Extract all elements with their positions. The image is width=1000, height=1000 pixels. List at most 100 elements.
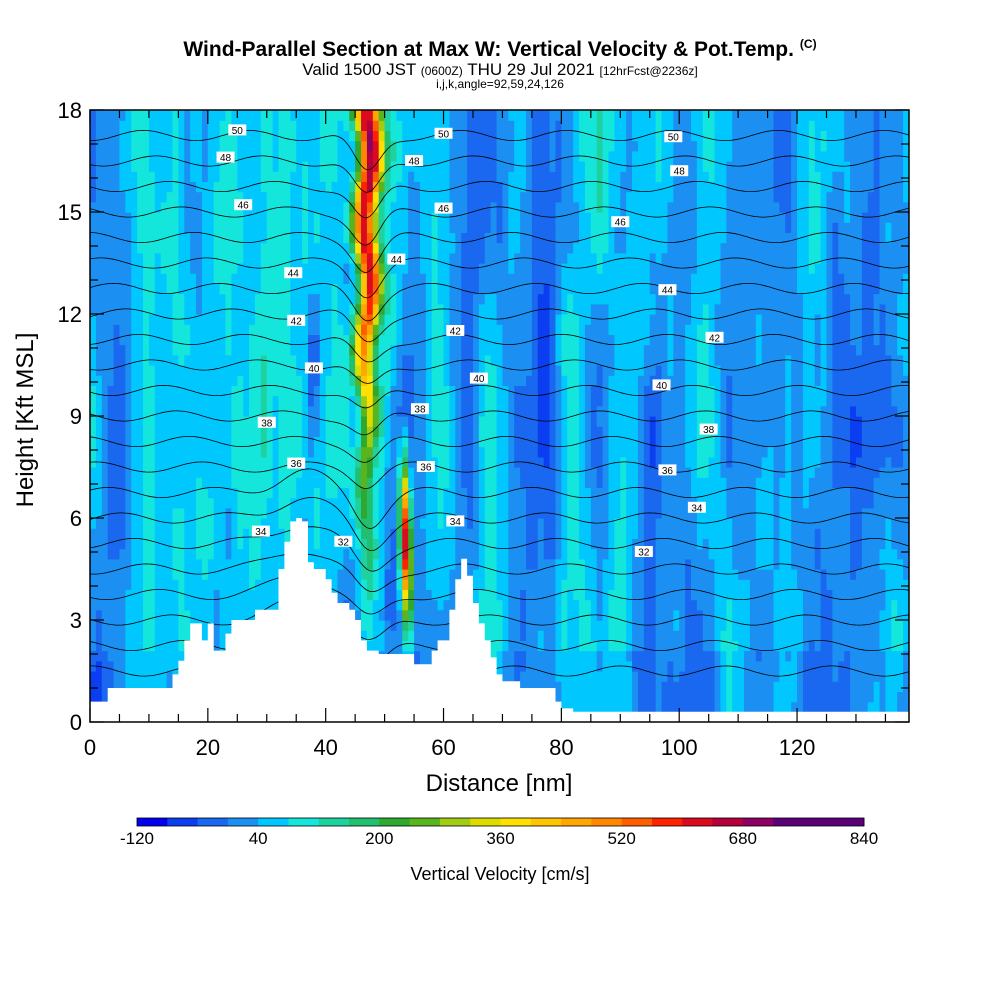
w-cell (567, 416, 574, 427)
w-cell (296, 130, 303, 142)
w-cell (148, 609, 156, 621)
w-cell (431, 375, 439, 386)
w-cell (107, 344, 115, 356)
w-cell (526, 507, 533, 519)
w-cell (154, 130, 162, 142)
w-cell (402, 120, 409, 131)
w-cell (272, 538, 280, 550)
w-cell (337, 344, 344, 356)
w-cell (561, 120, 568, 131)
w-cell (531, 365, 539, 376)
w-cell (402, 446, 409, 458)
w-cell (361, 528, 368, 539)
w-cell (343, 263, 350, 274)
w-cell (508, 140, 515, 152)
w-cell (573, 589, 580, 601)
w-cell (402, 201, 409, 213)
w-cell (531, 324, 539, 335)
w-cell (419, 487, 427, 499)
w-cell (225, 528, 233, 539)
w-cell (260, 467, 268, 478)
w-cell (472, 487, 480, 499)
w-cell (526, 242, 533, 254)
w-cell (361, 589, 368, 601)
w-cell (313, 528, 321, 539)
w-cell (190, 558, 197, 570)
w-cell (561, 426, 568, 437)
w-cell (148, 171, 156, 182)
w-cell (402, 507, 409, 519)
w-cell (390, 599, 397, 611)
w-cell (302, 416, 309, 427)
w-cell (296, 446, 303, 458)
w-cell (225, 263, 233, 274)
w-cell (537, 354, 545, 366)
w-cell (284, 436, 291, 448)
w-cell (349, 242, 356, 254)
w-cell (225, 161, 233, 172)
w-cell (467, 365, 474, 376)
w-cell (526, 518, 533, 529)
w-cell (290, 344, 297, 356)
w-cell (243, 446, 250, 458)
w-cell (484, 334, 492, 346)
w-cell (390, 620, 397, 631)
w-cell (431, 599, 439, 611)
w-cell (260, 120, 268, 131)
w-cell (443, 558, 451, 570)
w-cell (372, 416, 380, 427)
w-cell (490, 191, 498, 203)
w-cell (502, 181, 509, 193)
w-cell (148, 375, 156, 386)
w-cell (319, 324, 327, 335)
w-cell (549, 150, 557, 162)
w-cell (478, 140, 486, 152)
w-cell (508, 609, 515, 621)
w-cell (254, 395, 262, 407)
w-cell (508, 252, 515, 264)
w-cell (325, 385, 333, 397)
w-cell (237, 518, 244, 529)
w-cell (461, 222, 468, 233)
w-cell (290, 497, 297, 509)
w-cell (254, 334, 262, 346)
w-cell (396, 201, 403, 213)
w-cell (484, 324, 492, 335)
w-cell (137, 222, 144, 233)
w-cell (443, 191, 451, 203)
w-cell (402, 395, 409, 407)
w-cell (343, 528, 350, 539)
w-cell (331, 487, 339, 499)
w-cell (361, 222, 368, 233)
w-cell (455, 201, 462, 213)
w-cell (361, 538, 368, 550)
w-cell (414, 395, 421, 407)
w-cell (331, 456, 339, 468)
w-cell (113, 436, 121, 448)
w-cell (254, 385, 262, 397)
w-cell (249, 589, 256, 601)
w-cell (543, 273, 551, 284)
w-cell (90, 171, 97, 182)
w-cell (531, 671, 539, 682)
w-cell (508, 569, 515, 580)
w-cell (349, 263, 356, 274)
w-cell (225, 620, 233, 631)
w-cell (478, 569, 486, 580)
w-cell (178, 150, 185, 162)
w-cell (95, 395, 103, 407)
w-cell (431, 569, 439, 580)
w-cell (148, 344, 156, 356)
w-cell (555, 497, 562, 509)
w-cell (107, 252, 115, 264)
w-cell (384, 140, 392, 152)
w-cell (361, 395, 368, 407)
w-cell (366, 640, 374, 652)
w-cell (567, 599, 574, 611)
w-cell (555, 222, 562, 233)
w-cell (284, 395, 291, 407)
w-cell (573, 507, 580, 519)
w-cell (567, 120, 574, 131)
w-cell (143, 212, 150, 223)
w-cell (243, 120, 250, 131)
